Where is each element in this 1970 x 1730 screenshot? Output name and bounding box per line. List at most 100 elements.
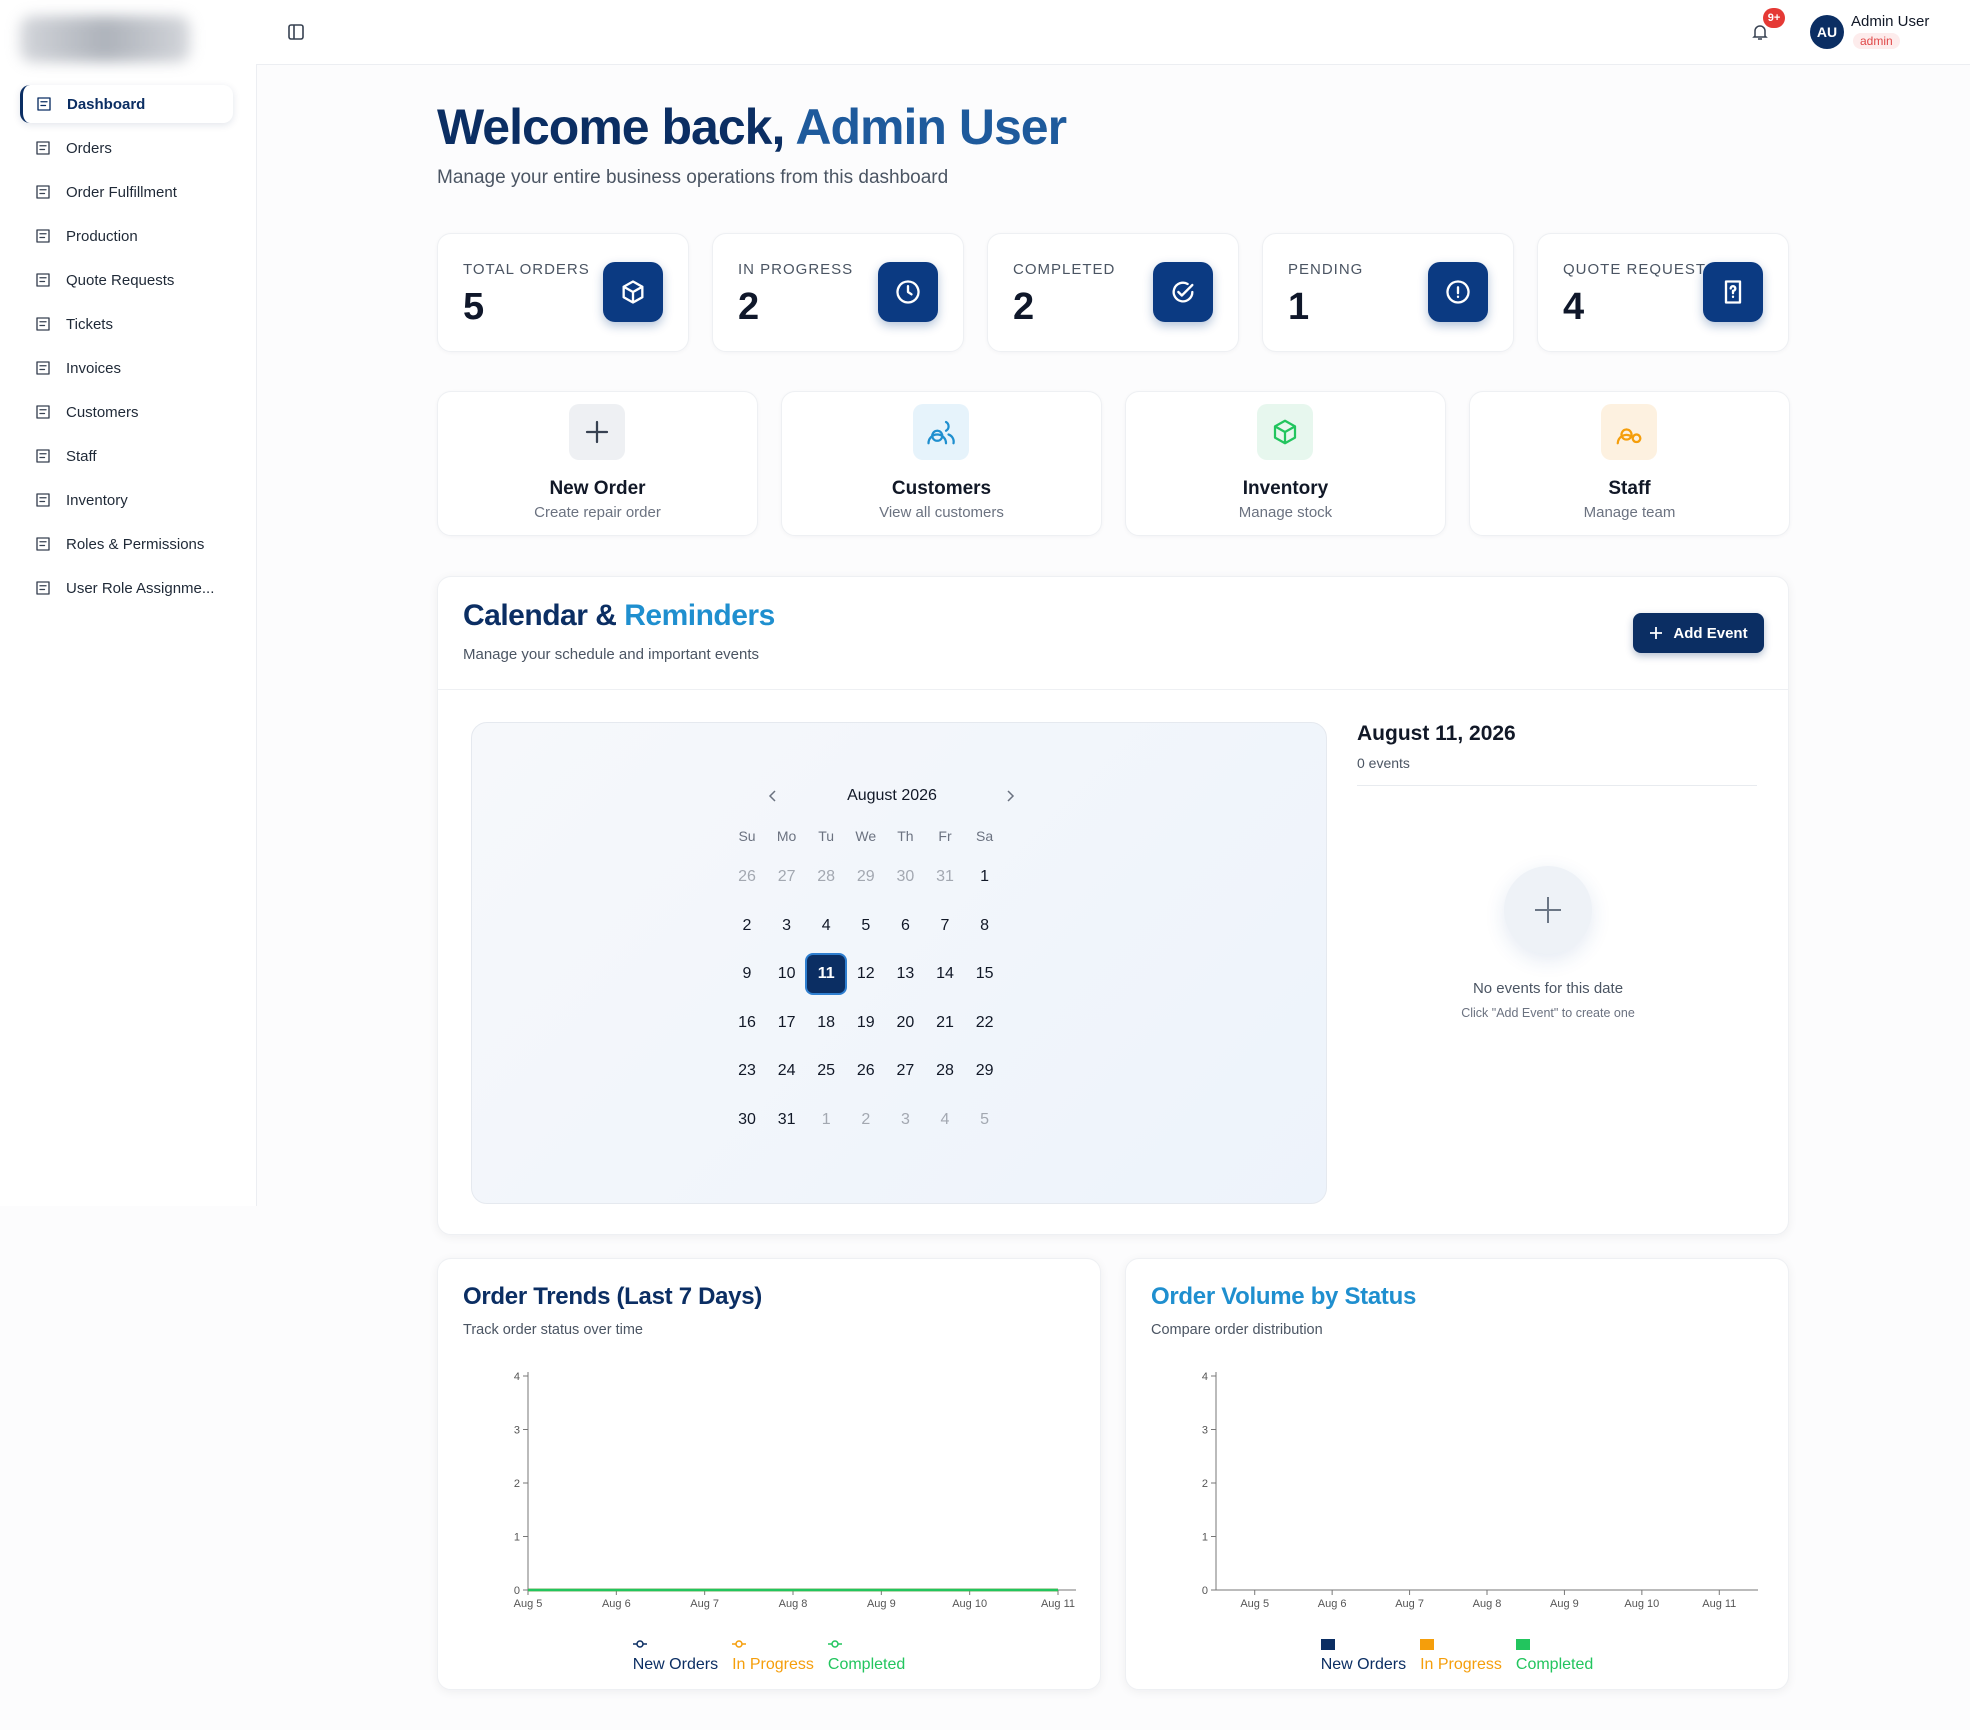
- nav-item[interactable]: Roles & Permissions: [22, 525, 232, 563]
- y-tick-label: 2: [514, 1478, 520, 1490]
- icon-shape: [1616, 428, 1642, 445]
- nav-label: User Role Assignme...: [66, 579, 215, 597]
- calendar-day[interactable]: 8: [980, 916, 990, 934]
- avatar[interactable]: AU: [1810, 15, 1844, 49]
- legend-item: Completed: [827, 1637, 905, 1674]
- calendar-day[interactable]: 5: [861, 916, 871, 934]
- calendar-day[interactable]: 28: [936, 1062, 954, 1079]
- quick-action-subtitle: Create repair order: [534, 504, 661, 521]
- nav-item[interactable]: Orders: [22, 129, 232, 167]
- quick-action-card[interactable]: Customers View all customers: [781, 391, 1102, 536]
- calendar-day[interactable]: 18: [817, 1013, 836, 1031]
- calendar-day[interactable]: 4: [821, 916, 831, 934]
- icon: [36, 273, 50, 287]
- calendar-day[interactable]: 11: [807, 955, 846, 993]
- nav-item[interactable]: Invoices: [22, 349, 232, 387]
- calendar-day[interactable]: 6: [900, 916, 910, 934]
- icon: [36, 581, 50, 595]
- x-tick-label: Aug 6: [602, 1598, 631, 1610]
- icon: [36, 185, 50, 199]
- calendar-day[interactable]: 25: [817, 1062, 836, 1079]
- y-tick-label: 1: [514, 1532, 520, 1544]
- y-tick-label: 0: [514, 1585, 520, 1597]
- calendar-day[interactable]: 12: [856, 965, 875, 982]
- calendar-day[interactable]: 20: [896, 1013, 915, 1031]
- quick-action-title: Staff: [1608, 478, 1651, 499]
- calendar-day[interactable]: 2: [742, 916, 752, 934]
- nav-item[interactable]: Order Fulfillment: [22, 173, 232, 211]
- sidebar-toggle[interactable]: [286, 22, 306, 42]
- nav-item[interactable]: User Role Assignme...: [22, 569, 232, 607]
- calendar-day[interactable]: 1: [821, 1110, 831, 1128]
- icon-shape: [585, 420, 609, 444]
- quick-action-card[interactable]: Inventory Manage stock: [1125, 391, 1446, 536]
- plus-icon: [1650, 627, 1663, 639]
- calendar-day[interactable]: 29: [975, 1062, 994, 1079]
- title-lead: Welcome back,: [437, 99, 785, 155]
- calendar-day[interactable]: 1: [980, 868, 990, 885]
- calendar-day[interactable]: 19: [856, 1013, 875, 1031]
- quick-action-icon: [1601, 404, 1657, 460]
- calendar-day[interactable]: 23: [738, 1062, 756, 1079]
- calendar-day[interactable]: 22: [975, 1013, 994, 1031]
- quick-action-title: New Order: [549, 478, 646, 499]
- calendar-day[interactable]: 21: [936, 1013, 954, 1031]
- quick-action-card[interactable]: Staff Manage team: [1469, 391, 1790, 536]
- calendar-day[interactable]: 4: [940, 1110, 950, 1128]
- user-name: Admin User: [1851, 13, 1930, 30]
- calendar-day[interactable]: 29: [856, 868, 875, 885]
- icon-shape: [1273, 419, 1297, 445]
- calendar-day[interactable]: 10: [777, 965, 796, 982]
- weekday: Tu: [818, 828, 835, 844]
- calendar-day[interactable]: 3: [782, 916, 792, 934]
- calendar-day[interactable]: 13: [896, 965, 915, 982]
- empty-title: No events for this date: [1472, 980, 1624, 997]
- empty-plus[interactable]: [1504, 866, 1592, 954]
- legend-icon: [1515, 1639, 1530, 1650]
- nav-item[interactable]: Production: [22, 217, 232, 255]
- calendar-day[interactable]: 5: [980, 1110, 990, 1128]
- bell-icon[interactable]: [1750, 22, 1770, 42]
- calendar-day[interactable]: 26: [856, 1062, 875, 1079]
- calendar-day[interactable]: 27: [777, 868, 796, 885]
- add-event-button[interactable]: Add Event: [1633, 613, 1764, 653]
- calendar-day[interactable]: 2: [861, 1110, 871, 1128]
- calendar-day[interactable]: 28: [817, 868, 836, 885]
- calendar-day[interactable]: 9: [742, 965, 752, 982]
- calendar-day[interactable]: 26: [738, 868, 756, 885]
- quick-action-subtitle: Manage team: [1583, 504, 1676, 521]
- nav-label: Quote Requests: [66, 271, 175, 289]
- nav-label: Dashboard: [67, 95, 146, 113]
- next-month[interactable]: [1002, 788, 1018, 804]
- x-tick-label: Aug 10: [1624, 1598, 1659, 1610]
- legend-swatch: [1515, 1639, 1530, 1650]
- calendar-day[interactable]: 16: [738, 1013, 756, 1031]
- prev-month[interactable]: [765, 788, 781, 804]
- calendar-day[interactable]: 15: [975, 965, 994, 982]
- x-tick-label: Aug 9: [1550, 1598, 1579, 1610]
- calendar-day[interactable]: 14: [936, 965, 954, 982]
- calendar-day[interactable]: 31: [777, 1110, 796, 1128]
- legend-item: In Progress: [732, 1637, 814, 1674]
- icon: [1446, 280, 1470, 304]
- icon-shape: [36, 449, 50, 463]
- x-tick-label: Aug 6: [1318, 1598, 1347, 1610]
- calendar-day[interactable]: 27: [896, 1062, 915, 1079]
- nav-item[interactable]: Staff: [22, 437, 232, 475]
- calendar-day[interactable]: 17: [777, 1013, 796, 1031]
- nav-item[interactable]: Dashboard: [20, 85, 233, 123]
- quick-action-card[interactable]: New Order Create repair order: [437, 391, 758, 536]
- calendar-day[interactable]: 24: [777, 1062, 796, 1079]
- quick-action-subtitle: View all customers: [879, 504, 1004, 521]
- calendar-day[interactable]: 30: [896, 868, 915, 885]
- calendar-day[interactable]: 3: [900, 1110, 910, 1128]
- nav-item[interactable]: Tickets: [22, 305, 232, 343]
- calendar-day[interactable]: 31: [936, 868, 954, 885]
- nav-item[interactable]: Inventory: [22, 481, 232, 519]
- icon: [1273, 419, 1297, 445]
- nav-item[interactable]: Customers: [22, 393, 232, 431]
- nav-item[interactable]: Quote Requests: [22, 261, 232, 299]
- calendar-day[interactable]: 30: [738, 1110, 756, 1128]
- calendar-day[interactable]: 7: [940, 916, 950, 934]
